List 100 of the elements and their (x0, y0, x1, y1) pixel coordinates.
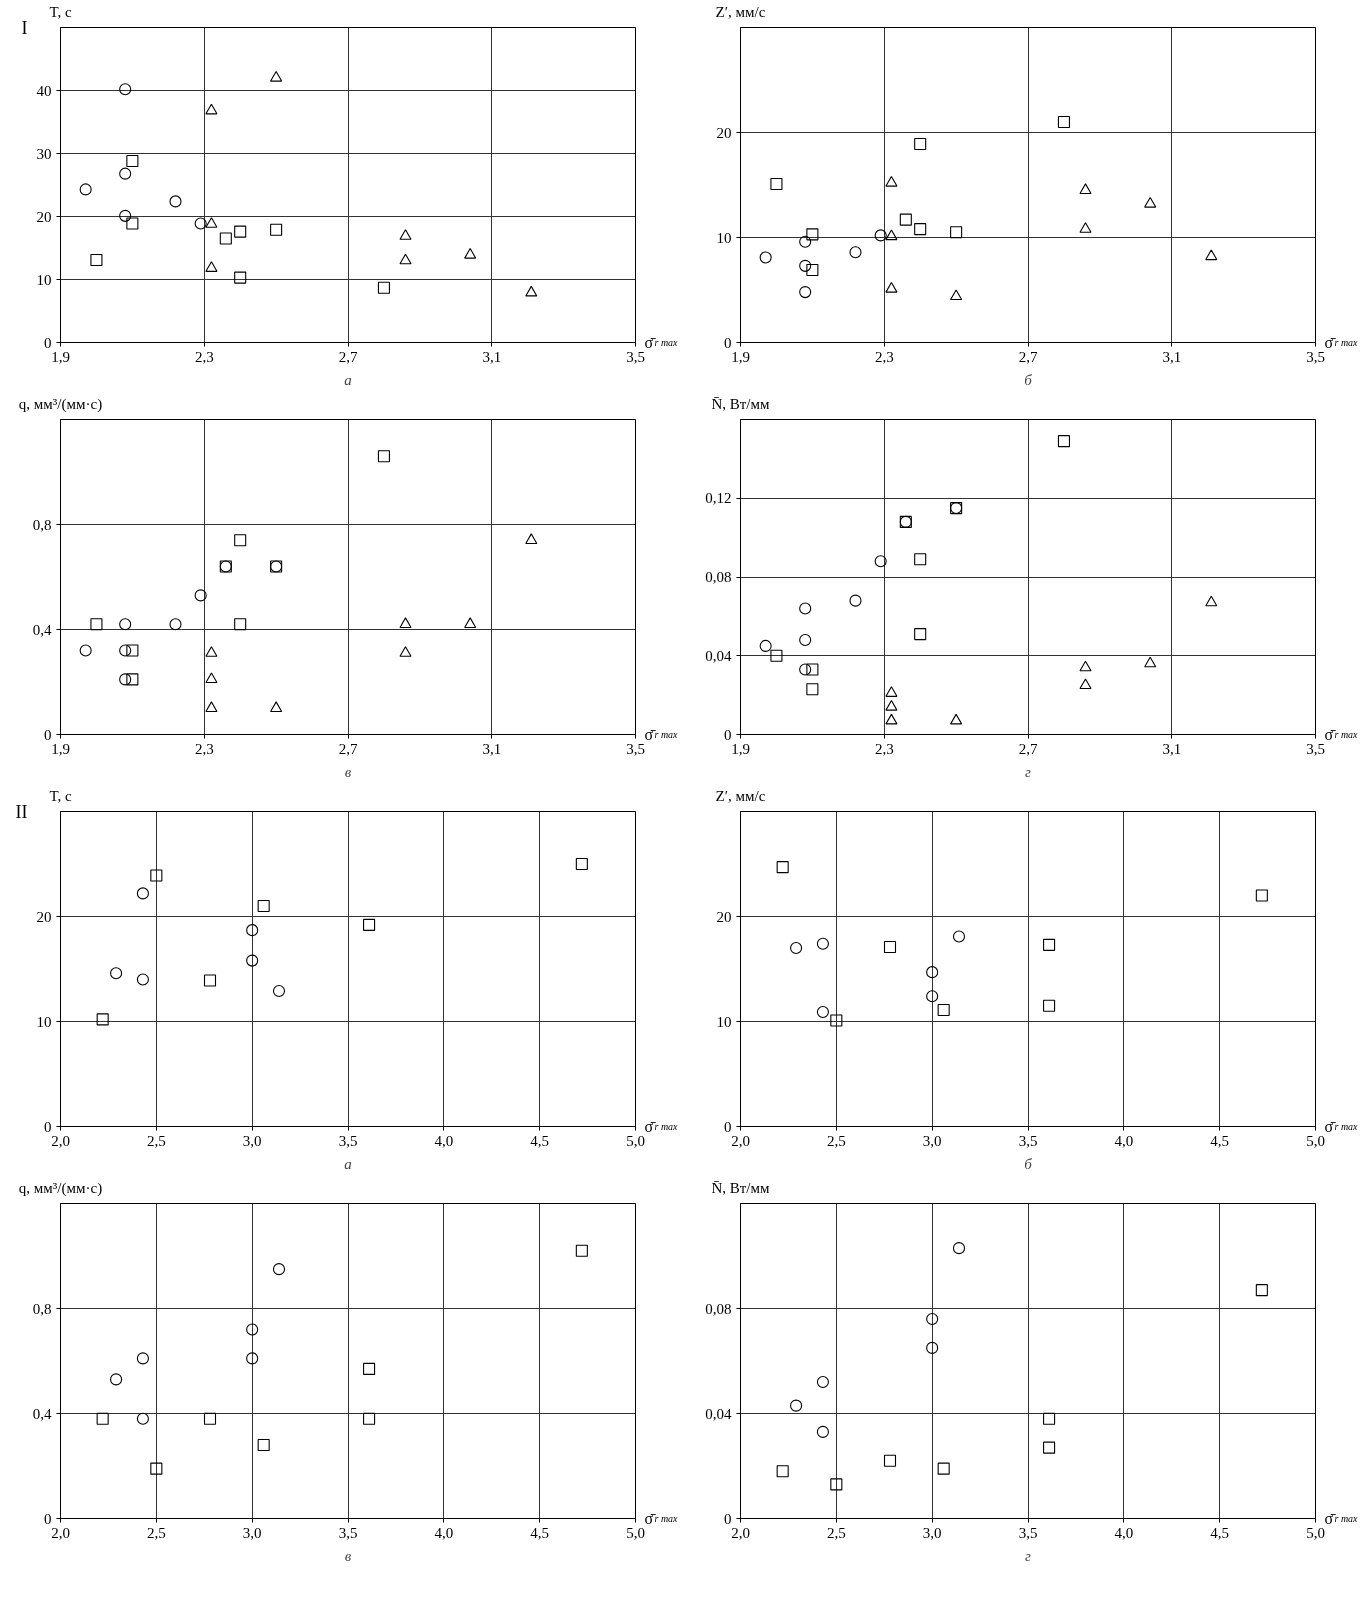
x-axis-title: σ̄r max (1324, 726, 1359, 743)
y-tick-label: 0,8 (32, 1300, 52, 1317)
x-tick-label: 3,0 (242, 1132, 262, 1149)
y-tick-label: 0 (44, 334, 52, 351)
x-tick-label: 2,5 (146, 1132, 166, 1149)
x-axis-title: σ̄r max (644, 1118, 679, 1135)
x-tick-label: 4,0 (434, 1132, 454, 1149)
y-axis-title: Z′, мм/с (715, 3, 766, 20)
x-tick-label: 3,0 (922, 1132, 942, 1149)
x-axis-title: σ̄r max (644, 1510, 679, 1527)
y-tick-label: 10 (36, 1013, 52, 1030)
y-axis-title: q, мм³/(мм·с) (18, 1179, 103, 1197)
x-axis-title: σ̄r max (1324, 1118, 1359, 1135)
y-tick-label: 0,08 (705, 1300, 732, 1317)
x-tick-label: 2,3 (874, 740, 894, 757)
text: г (1025, 763, 1032, 780)
text: г (1025, 1547, 1032, 1564)
x-tick-label: 2,5 (826, 1132, 846, 1149)
x-tick-label: 2,0 (731, 1524, 750, 1541)
text: в (344, 1547, 352, 1564)
text: в (344, 763, 352, 780)
y-tick-label: 0,08 (705, 569, 732, 585)
x-tick-label: 3,0 (922, 1524, 942, 1541)
y-tick-label: 0,4 (32, 621, 52, 638)
y-tick-label: 0 (44, 726, 52, 743)
y-tick-label: 10 (716, 1013, 732, 1030)
x-tick-label: 3,5 (338, 1132, 358, 1149)
x-tick-label: 2,7 (338, 348, 358, 365)
y-tick-label: 20 (716, 908, 732, 925)
text: I (21, 17, 28, 38)
x-axis-title: σ̄r max (1324, 334, 1359, 351)
x-axis-title: σ̄r max (1324, 1510, 1359, 1527)
x-tick-label: 4,5 (1210, 1524, 1230, 1541)
y-tick-label: 20 (36, 908, 52, 925)
x-tick-label: 2,0 (51, 1132, 70, 1149)
y-axis-title: Z′, мм/с (715, 787, 766, 804)
y-axis-title: T, с (49, 787, 72, 804)
x-tick-label: 3,5 (1306, 348, 1325, 365)
x-tick-label: 2,7 (338, 740, 358, 757)
x-tick-label: 4,5 (530, 1132, 550, 1149)
x-tick-label: 5,0 (1306, 1524, 1325, 1541)
x-tick-label: 2,0 (51, 1524, 70, 1541)
x-tick-label: 1,9 (731, 348, 750, 365)
x-tick-label: 2,3 (874, 348, 894, 365)
x-tick-label: 2,5 (146, 1524, 166, 1541)
x-tick-label: 4,0 (1114, 1132, 1134, 1149)
text: а (344, 371, 352, 388)
x-tick-label: 2,5 (826, 1524, 846, 1541)
x-tick-label: 2,7 (1018, 348, 1038, 365)
x-axis-title: σ̄r max (644, 334, 679, 351)
x-tick-label: 5,0 (1306, 1132, 1325, 1149)
x-tick-label: 3,5 (626, 740, 645, 757)
x-tick-label: 4,5 (530, 1524, 550, 1541)
x-tick-label: 2,7 (1018, 740, 1038, 757)
y-axis-title: N̄, Вт/мм (711, 395, 771, 412)
y-tick-label: 0,8 (32, 516, 52, 533)
text: II (15, 801, 28, 822)
x-tick-label: 3,0 (242, 1524, 262, 1541)
x-tick-label: 3,5 (1018, 1524, 1038, 1541)
y-axis-title: T, с (49, 3, 72, 20)
x-tick-label: 3,5 (1018, 1132, 1038, 1149)
x-tick-label: 1,9 (51, 740, 70, 757)
x-tick-label: 2,0 (731, 1132, 750, 1149)
y-tick-label: 20 (716, 124, 732, 141)
y-tick-label: 0 (44, 1118, 52, 1135)
x-axis-title: σ̄r max (644, 726, 679, 743)
y-tick-label: 0,4 (32, 1405, 52, 1422)
text: б (1024, 371, 1033, 388)
x-tick-label: 3,1 (482, 740, 502, 757)
x-tick-label: 1,9 (51, 348, 70, 365)
y-tick-label: 10 (36, 271, 52, 288)
y-tick-label: 20 (36, 208, 52, 225)
y-axis-title: N̄, Вт/мм (711, 1179, 771, 1196)
x-tick-label: 2,3 (194, 740, 214, 757)
x-tick-label: 5,0 (626, 1132, 645, 1149)
x-tick-label: 4,0 (434, 1524, 454, 1541)
y-tick-label: 40 (36, 82, 52, 99)
y-tick-label: 0 (44, 1510, 52, 1527)
x-tick-label: 3,5 (1306, 740, 1325, 757)
y-tick-label: 0,04 (705, 647, 732, 664)
y-tick-label: 0 (724, 334, 732, 351)
y-axis-title: q, мм³/(мм·с) (18, 395, 103, 413)
x-tick-label: 5,0 (626, 1524, 645, 1541)
x-tick-label: 3,5 (626, 348, 645, 365)
text: а (344, 1155, 352, 1172)
y-tick-label: 0 (724, 726, 732, 743)
y-tick-label: 0,12 (705, 490, 732, 507)
y-tick-label: 0,04 (705, 1405, 732, 1422)
text: б (1024, 1155, 1033, 1172)
x-tick-label: 2,3 (194, 348, 214, 365)
x-tick-label: 4,5 (1210, 1132, 1230, 1149)
x-tick-label: 3,1 (1162, 348, 1182, 365)
x-tick-label: 3,1 (1162, 740, 1182, 757)
x-tick-label: 3,1 (482, 348, 502, 365)
x-tick-label: 1,9 (731, 740, 750, 757)
y-tick-label: 10 (716, 229, 732, 246)
x-tick-label: 3,5 (338, 1524, 358, 1541)
y-tick-label: 0 (724, 1118, 732, 1135)
y-tick-label: 0 (724, 1510, 732, 1527)
x-tick-label: 4,0 (1114, 1524, 1134, 1541)
